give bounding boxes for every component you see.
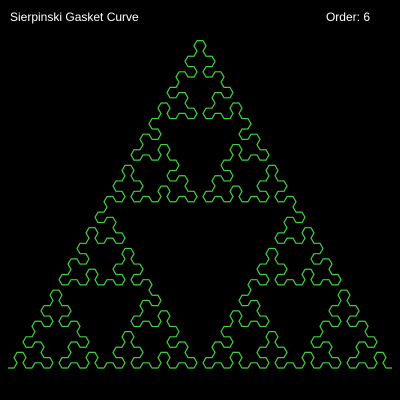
order-readout: Order: 6 [326,10,370,24]
order-value: 6 [363,10,370,24]
curve-path [8,40,392,369]
window-title: Sierpinski Gasket Curve [10,10,139,24]
order-label: Order: [325,10,360,24]
